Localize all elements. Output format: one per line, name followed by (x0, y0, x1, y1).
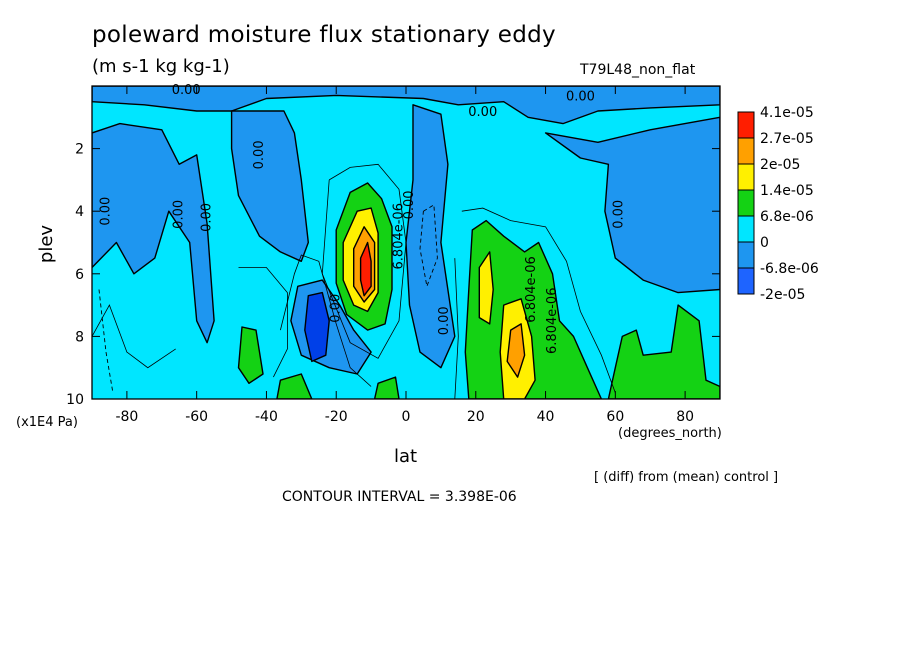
contour-fill (92, 86, 720, 399)
contour-label-9: 0.00 (437, 306, 452, 335)
band-pos-blob-c (373, 376, 400, 399)
band-neg-ne (544, 116, 720, 294)
contour-label-4: 0.00 (98, 197, 113, 226)
y-axis-label: plev (36, 225, 57, 264)
x-tick-label: -80 (115, 409, 138, 425)
colorbar-label: -6.8e-06 (760, 261, 819, 277)
colorbar-swatch-5 (737, 241, 755, 269)
isoline-2 (238, 267, 288, 378)
colorbar-label: -2e-05 (760, 287, 805, 303)
contour-label-6: 0.00 (200, 203, 215, 232)
isoline-dashed-0 (419, 204, 438, 288)
units-label: (m s-1 kg kg-1) (92, 56, 230, 77)
band-pos-south-4 (359, 241, 372, 297)
y-tick-label: 8 (75, 329, 84, 345)
band-neg-south-col (92, 122, 215, 344)
band-neg-eq-col (405, 104, 456, 369)
band-pos-north-1 (464, 219, 603, 399)
isoline-4 (454, 258, 459, 399)
colorbar-label: 2e-05 (760, 157, 800, 173)
x-tick-label: -20 (325, 409, 348, 425)
diff-note: [ (diff) from (mean) control ] (594, 470, 779, 485)
x-units-label: (degrees_north) (618, 426, 722, 441)
x-tick-label: 20 (467, 409, 485, 425)
colorbar-label: 2.7e-05 (760, 131, 814, 147)
contour-label-13: 6.804e-06 (545, 288, 560, 354)
contour-label-0: 0.00 (172, 83, 201, 98)
band-neg-40-col (230, 110, 309, 262)
colorbar-label: 0 (760, 235, 769, 251)
colorbar-label: 1.4e-05 (760, 183, 814, 199)
contour-interval-label: CONTOUR INTERVAL = 3.398E-06 (282, 489, 517, 505)
y-tick-label: 2 (75, 142, 84, 158)
x-tick-label: 60 (606, 409, 624, 425)
contour-label-2: 0.00 (566, 89, 595, 104)
colorbar-swatch-4 (737, 215, 755, 243)
contour-label-7: 0.00 (402, 190, 417, 219)
y-tick-label: 10 (66, 392, 84, 408)
y-tick-label: 6 (75, 267, 84, 283)
colorbar-swatch-1 (737, 137, 755, 165)
x-tick-label: 80 (676, 409, 694, 425)
colorbar-label: 4.1e-05 (760, 105, 814, 121)
x-tick-label: 0 (402, 409, 411, 425)
isoline-1 (280, 254, 372, 387)
colorbar-swatch-0 (737, 111, 755, 139)
x-axis-label: lat (394, 446, 418, 467)
contour-label-8: 0.00 (611, 200, 626, 229)
band-pos-north-2a (478, 251, 494, 325)
axes: -80 -60 -40 -20 0 20 40 60 80 2 4 6 8 10 plev (36, 86, 720, 425)
band-neg-top (92, 86, 720, 125)
isoline-5 (92, 304, 176, 369)
colorbar-swatch-6 (737, 267, 755, 295)
x-tick-label: -60 (185, 409, 208, 425)
band-pos-north-3 (506, 323, 526, 378)
y-scale-note: (x1E4 Pa) (16, 415, 78, 430)
chart-title: poleward moisture flux stationary eddy (92, 22, 556, 48)
contour-label-3: 0.00 (252, 140, 267, 169)
isoline-0 (321, 163, 407, 359)
contour-label-5: 0.00 (172, 200, 187, 229)
x-tick-label: -40 (255, 409, 278, 425)
colorbar-swatch-3 (737, 189, 755, 217)
colorbar-swatch-2 (737, 163, 755, 191)
contour-label-1: 0.00 (468, 105, 497, 120)
isoline-3 (461, 207, 616, 393)
contour-label-11: 6.804e-06 (392, 203, 407, 269)
band-pos-blob-a (237, 326, 264, 384)
contour-label-10: 0.00 (329, 294, 344, 323)
contour-lines (92, 163, 616, 399)
contour-label-12: 6.804e-06 (524, 256, 539, 322)
band-neg-core (304, 291, 330, 363)
colorbar-label: 6.8e-06 (760, 209, 814, 225)
colorbar: 4.1e-05 2.7e-05 2e-05 1.4e-05 6.8e-06 0 -6.8e-… (737, 105, 819, 303)
y-tick-label: 4 (75, 204, 84, 220)
band-pos-blob-b (276, 373, 313, 399)
contour-labels: 0.00 0.00 0.00 0.00 0.00 0.00 0.00 0.00 0.00 0.00… (98, 83, 626, 354)
x-tick-label: 40 (537, 409, 555, 425)
experiment-label: T79L48_non_flat (580, 62, 696, 78)
band-pos-far-north (607, 304, 720, 399)
